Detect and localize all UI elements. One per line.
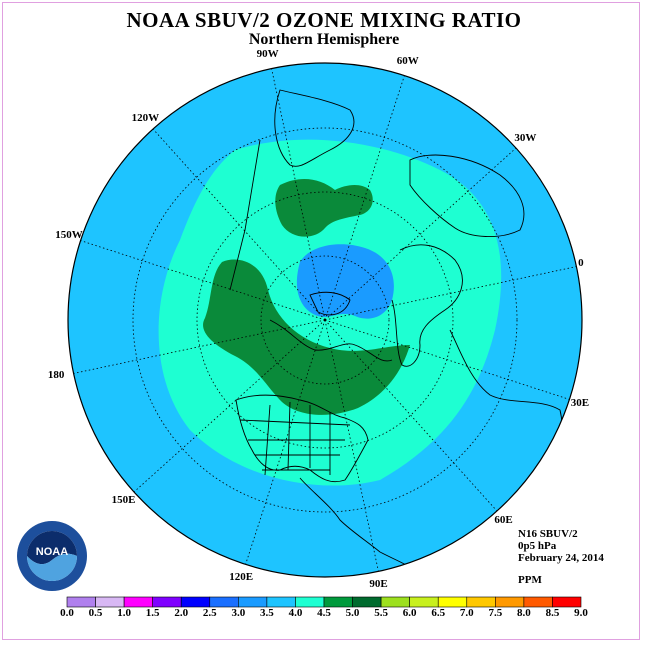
colorbar-tick-label: 1.0 [117,607,131,619]
map-boundary [67,62,583,578]
meridian-label: 150W [55,229,83,242]
meridian-line [324,319,379,572]
meridian-line [271,68,326,321]
colorbar-tick-label: 4.5 [317,607,331,619]
meridian-label: 120E [229,570,254,583]
colorbar-swatch [209,596,239,608]
colorbar-tick-label: 6.5 [431,607,446,619]
colorbar-tick-label: 2.5 [202,607,217,619]
colorbar-tick-label: 0.5 [88,607,103,619]
logo-sea [27,553,77,581]
colorbar-tick-label: 5.5 [374,607,388,619]
colorbar-tick-label: 1.5 [145,607,160,619]
colorbar-swatch [266,596,296,608]
colorbar-swatch [123,596,153,608]
meridian-line [245,319,326,565]
noaa-logo: NOAA [17,521,87,591]
colorbar-tick-label: 5.0 [345,607,360,619]
meridian-label: 60W [396,55,419,68]
colorbar-tick-label: 9.0 [574,607,588,619]
units-label: PPM [518,574,542,586]
meridian-line [152,128,326,321]
colorbar-swatch [152,596,182,608]
meridian-label: 30E [570,396,590,409]
graticule [132,127,518,513]
colorbar-swatch [495,596,525,608]
colorbar-swatch [295,596,325,608]
colorbar-tick-label: 2.0 [174,607,189,619]
ozone-band-4p5-5p0-main [203,259,410,415]
date-label: February 24, 2014 [518,552,604,564]
meridian-label: 60E [494,514,513,527]
colorbar-tick-label: 7.0 [459,607,474,619]
colorbar-swatch [523,596,553,608]
colorbar-tick-label: 8.5 [545,607,560,619]
meridian-lines [73,68,577,572]
colorbar-swatch [409,596,439,608]
meridian-label: 180 [47,369,65,382]
colorbar-tick-label: 3.5 [260,607,274,619]
meridian-line [324,266,577,321]
meridian-line [324,75,405,321]
colorbar-swatch [380,596,410,608]
colorbar-swatch [180,596,211,608]
colorbar-swatch [66,596,96,608]
logo-text: NOAA [36,546,68,558]
meridian-label: 150E [111,494,136,507]
colorbar-tick-label: 8.0 [517,607,531,619]
logo-sky [27,531,77,565]
map-subtitle: Northern Hemisphere [248,31,400,48]
colorbar-swatch [352,596,382,608]
meridian-label: 90E [369,578,388,591]
meridian-line [324,319,498,512]
colorbar-tick-label: 7.5 [488,607,503,619]
colorbar-swatch [238,596,268,608]
meridian-line [80,240,326,321]
colorbar-swatch [466,596,496,608]
meridian-line [133,319,326,493]
meridian-line [324,319,570,400]
colorbar-tick-label: 0.0 [60,607,74,619]
meridian-line [324,147,517,321]
colorbar-swatch [95,596,125,608]
colorbar-tick-label: 6.0 [402,607,417,619]
meridian-label: 90W [256,47,279,60]
ozone-band-4p5-5p0-asia [275,178,373,237]
map-title: NOAA SBUV/2 OZONE MIXING RATIO [126,8,522,32]
meridian-line [73,319,326,374]
figure-frame [2,2,640,640]
meridian-label: 0 [578,256,584,269]
instrument-label: N16 SBUV/2 [518,528,578,540]
colorbar-tick-label: 3.0 [231,607,246,619]
colorbar-swatch [437,596,468,608]
colorbar-tick-label: 4.0 [288,607,303,619]
pressure-level-label: 0p5 hPa [518,540,557,552]
coastlines [229,89,563,576]
colorbar-swatch [552,596,582,608]
colorbar-swatch [323,596,353,608]
meridian-label: 120W [131,111,160,124]
meridian-label: 30W [514,131,537,144]
